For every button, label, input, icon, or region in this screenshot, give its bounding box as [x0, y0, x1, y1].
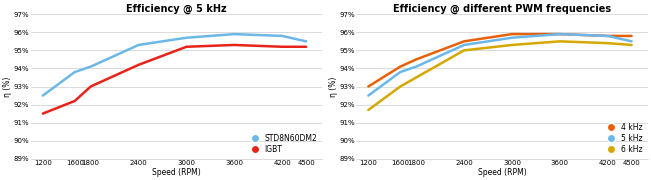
Y-axis label: η (%): η (%): [3, 76, 12, 97]
Legend: 4 kHz, 5 kHz, 6 kHz: 4 kHz, 5 kHz, 6 kHz: [603, 122, 644, 155]
Title: Efficiency @ different PWM frequencies: Efficiency @ different PWM frequencies: [393, 3, 611, 14]
Legend: STD8N60DM2, IGBT: STD8N60DM2, IGBT: [246, 133, 318, 155]
X-axis label: Speed (RPM): Speed (RPM): [152, 168, 201, 177]
Y-axis label: η (%): η (%): [329, 76, 338, 97]
Title: Efficiency @ 5 kHz: Efficiency @ 5 kHz: [126, 3, 227, 14]
X-axis label: Speed (RPM): Speed (RPM): [478, 168, 526, 177]
